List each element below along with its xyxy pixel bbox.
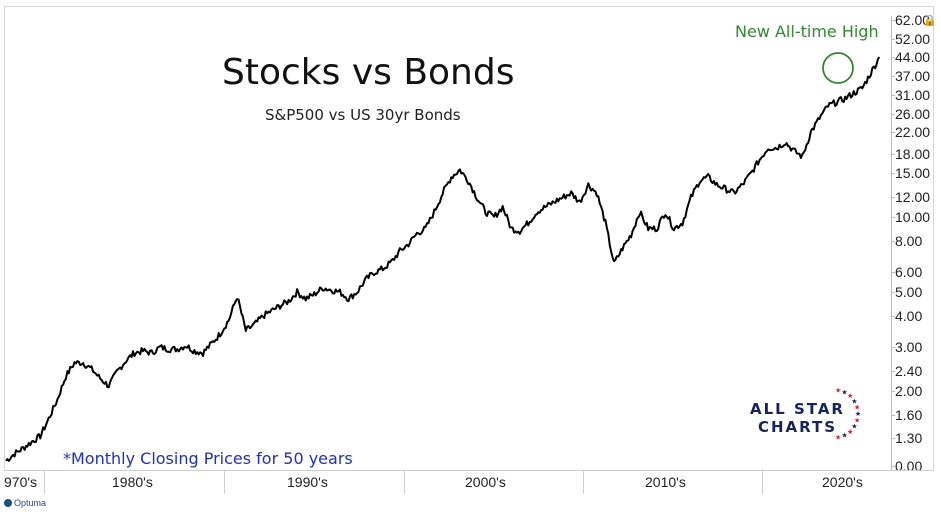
y-tick-label: 26.00: [895, 105, 931, 122]
x-tick-label: 2020's: [822, 474, 863, 490]
y-tick-label: 52.00: [895, 31, 931, 47]
y-tick-label: 3.00: [895, 339, 923, 356]
logo-star-icon: ★: [851, 397, 857, 405]
logo-star-icon: ★: [835, 386, 841, 394]
y-tick-label: 2.00: [895, 383, 923, 400]
y-tick-label: 44.00: [895, 49, 931, 66]
y-tick-label: 15.00: [895, 165, 931, 182]
y-tick-mark: [891, 75, 895, 77]
y-tick-mark: [891, 292, 895, 294]
y-tick-mark: [891, 57, 895, 59]
y-tick-mark: [891, 391, 895, 393]
x-tick-label: 2010's: [645, 474, 686, 490]
y-tick-label: 10.00: [895, 209, 931, 226]
x-tick-label: 970's: [4, 474, 38, 490]
logo-line2: CHARTS: [758, 418, 838, 436]
y-tick-mark: [891, 20, 895, 21]
y-tick-mark: [891, 466, 895, 467]
y-tick-mark: [891, 197, 895, 199]
logo-line1: ALL STAR: [750, 400, 845, 418]
y-tick-mark: [891, 316, 895, 318]
y-tick-label: 31.00: [895, 86, 931, 103]
y-tick-mark: [891, 113, 895, 115]
logo-star-icon: ★: [841, 432, 847, 440]
y-tick-label: 2.40: [895, 363, 923, 380]
y-tick-label: 5.00: [895, 284, 923, 301]
y-tick-label: 1.60: [895, 407, 923, 424]
x-tick-label: 2000's: [465, 474, 506, 490]
footnote: *Monthly Closing Prices for 50 years: [63, 449, 353, 468]
chart-subtitle: S&P500 vs US 30yr Bonds: [265, 106, 461, 124]
brand-name: Optuma: [14, 498, 47, 508]
y-tick-label: 4.00: [895, 308, 923, 325]
x-axis-separator: [762, 470, 763, 494]
y-tick-label: 12.00: [895, 189, 931, 206]
y-tick-label: 6.00: [895, 264, 923, 281]
x-axis-separator: [44, 470, 45, 494]
all-star-charts-logo: ★ ★ ★ ★ ★ ★ ★ ★ ★ ★ ★ ALL STAR CHARTS: [748, 384, 860, 446]
y-tick-label: 1.30: [895, 429, 923, 446]
y-tick-label: 37.00: [895, 67, 931, 84]
y-tick-mark: [891, 39, 895, 40]
y-tick-label: 62.00: [895, 12, 931, 28]
y-tick-mark: [891, 437, 895, 439]
y-tick-mark: [891, 153, 895, 155]
logo-star-icon: ★: [847, 392, 853, 400]
new-high-circle: [822, 52, 854, 84]
y-tick-mark: [891, 241, 895, 243]
new-high-annotation: New All-time High: [735, 22, 879, 41]
x-tick-label: 1980's: [112, 474, 153, 490]
logo-star-icon: ★: [835, 434, 841, 442]
x-axis-separator: [583, 470, 584, 494]
logo-star-icon: ★: [851, 423, 857, 431]
logo-star-icon: ★: [854, 417, 860, 425]
y-tick-mark: [891, 415, 895, 417]
series-line: [5, 56, 881, 462]
y-tick-label: 18.00: [895, 145, 931, 162]
optuma-logo-icon: [4, 499, 12, 507]
logo-stars: ★ ★★★★★★★★★★: [835, 386, 860, 442]
y-axis-line: [891, 16, 892, 472]
x-axis-separator: [224, 470, 225, 494]
y-tick-mark: [891, 347, 895, 349]
y-tick-mark: [891, 217, 895, 219]
y-tick-mark: [891, 371, 895, 373]
chart-title: Stocks vs Bonds: [222, 52, 515, 93]
y-tick-mark: [891, 94, 895, 96]
y-tick-label: 8.00: [895, 233, 923, 250]
x-axis-bar: [4, 470, 934, 495]
logo-star-icon: ★: [847, 428, 853, 436]
y-tick-mark: [891, 272, 895, 274]
y-tick-mark: [891, 173, 895, 175]
x-axis-separator: [404, 470, 405, 494]
x-tick-label: 1990's: [287, 474, 328, 490]
logo-star-icon: ★: [854, 403, 860, 411]
brand-footer: Optuma: [4, 498, 46, 508]
y-tick-label: 22.00: [895, 123, 931, 140]
y-tick-mark: [891, 131, 895, 133]
logo-star-icon: ★: [841, 388, 847, 396]
logo-star-icon: ★: [855, 410, 860, 418]
lock-icon[interactable]: 🔒: [923, 15, 937, 27]
